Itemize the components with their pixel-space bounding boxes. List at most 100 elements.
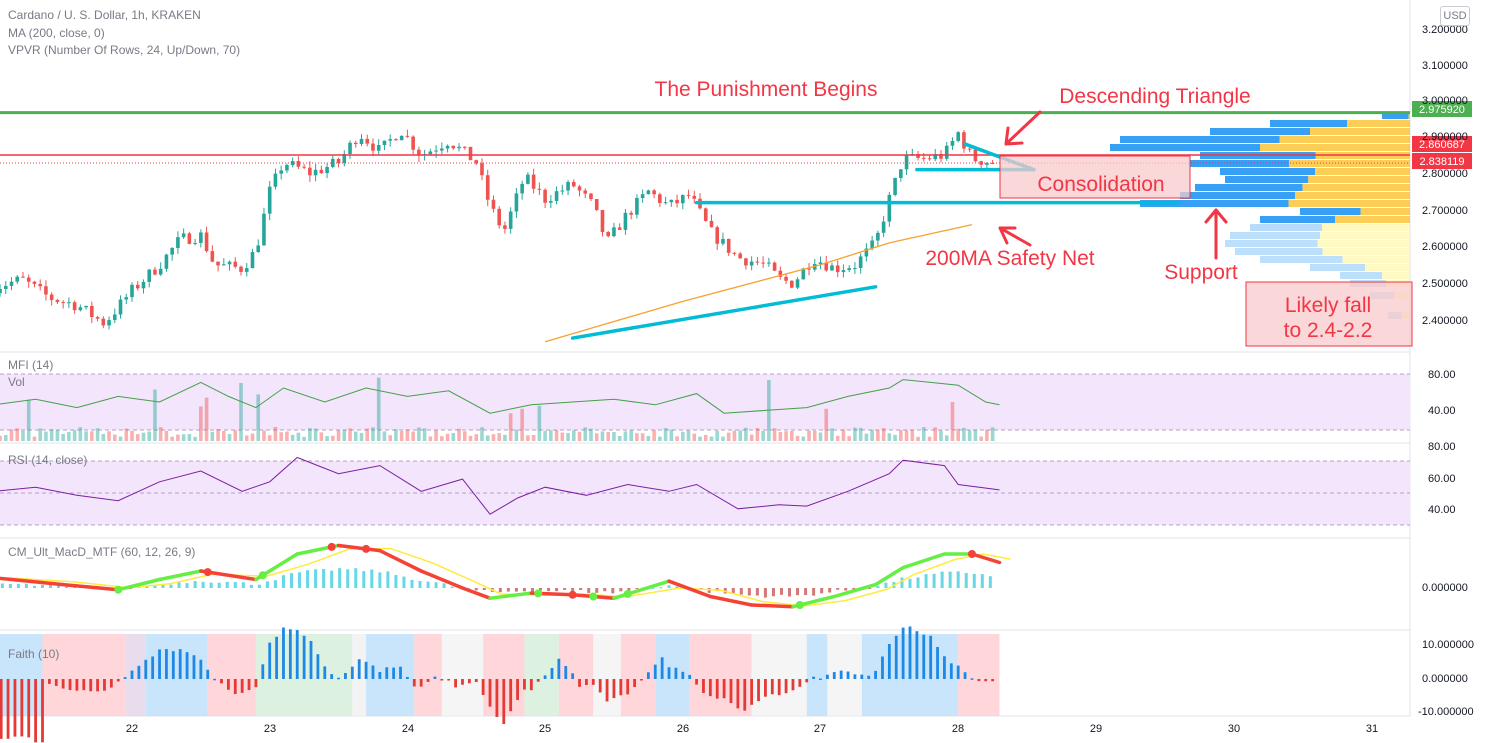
- volume-bar: [675, 436, 679, 441]
- vpvr-legend[interactable]: VPVR (Number Of Rows, 24, Up/Down, 70): [8, 43, 241, 57]
- volume-bar: [285, 431, 289, 441]
- faith-bar: [309, 640, 313, 679]
- annotation-safety-net: 200MA Safety Net: [925, 247, 1094, 270]
- volume-bar: [715, 430, 720, 441]
- time-axis[interactable]: 22 23 24 25 26 27 28 29 30 31: [126, 723, 1378, 735]
- macd-legend[interactable]: CM_Ult_MacD_MTF (60, 12, 26, 9): [8, 545, 196, 559]
- volume-bar: [61, 433, 65, 441]
- faith-legend[interactable]: Faith (10): [8, 647, 60, 661]
- volume-bar: [222, 430, 226, 441]
- macd-histogram-bar: [595, 588, 599, 593]
- candle-body: [784, 276, 788, 281]
- macd-histogram-bar: [988, 576, 992, 588]
- candle-body: [824, 262, 829, 271]
- volume-bar: [153, 389, 157, 441]
- faith-bar: [770, 679, 774, 695]
- candle-body: [394, 139, 398, 141]
- volume-bar: [451, 433, 456, 441]
- annotation-support: Support: [1164, 261, 1238, 284]
- volume-bar: [141, 432, 146, 441]
- volume-bar: [72, 430, 77, 441]
- volume-bar: [376, 377, 381, 441]
- macd-histogram-bar: [924, 574, 928, 588]
- volume-bar: [623, 431, 628, 441]
- currency-badge[interactable]: USD: [1440, 6, 1470, 26]
- svg-text:2.975920: 2.975920: [1419, 104, 1465, 116]
- macd-histogram-bar: [24, 583, 28, 588]
- indicator-pane-backgrounds: [0, 373, 1410, 716]
- candle-body: [451, 145, 456, 149]
- candle-body: [526, 174, 530, 184]
- macd-histogram-bar: [884, 582, 888, 588]
- faith-bar: [516, 679, 519, 700]
- faith-bar: [881, 656, 884, 679]
- volume-bar: [692, 433, 697, 441]
- annotation-arrows: [998, 110, 1228, 260]
- candle-body: [250, 252, 255, 269]
- macd-cross-dot: [568, 590, 577, 599]
- macd-histogram-bar: [370, 569, 374, 588]
- candle-body: [612, 227, 616, 237]
- candle-body: [594, 199, 599, 211]
- candle-body: [876, 232, 880, 241]
- volume-bar: [526, 435, 530, 441]
- volume-bar: [841, 429, 846, 441]
- faith-band: [620, 634, 656, 716]
- macd-histogram-bar: [265, 581, 269, 588]
- vol-legend[interactable]: Vol: [8, 375, 25, 389]
- candle-body: [147, 269, 152, 282]
- faith-bar: [226, 679, 230, 690]
- volume-bar: [38, 428, 42, 441]
- volume-bar: [939, 430, 943, 441]
- candle-body: [49, 294, 54, 301]
- faith-bar: [481, 679, 485, 695]
- indicator-series: [0, 377, 1011, 743]
- macd-histogram-bar: [249, 584, 253, 588]
- macd-cross-dot: [589, 592, 598, 601]
- faith-bar: [674, 667, 678, 679]
- faith-band: [558, 634, 594, 716]
- volume-bar: [921, 427, 926, 441]
- macd-cross-dot: [967, 550, 976, 558]
- macd-histogram-bar: [153, 584, 157, 588]
- rsi-legend[interactable]: RSI (14, close): [8, 453, 88, 467]
- candle-body: [755, 261, 760, 263]
- mfi-legend[interactable]: MFI (14): [8, 358, 54, 372]
- price-axis[interactable]: 3.200000 3.100000 3.000000 2.900000 2.80…: [1422, 24, 1468, 327]
- macd-line-segment: [832, 582, 878, 599]
- candle-body: [204, 232, 209, 252]
- volume-bar: [417, 427, 421, 441]
- candle-body: [244, 268, 249, 272]
- macd-histogram-bar: [514, 588, 518, 592]
- macd-line-segment: [61, 582, 120, 592]
- faith-band: [441, 634, 484, 716]
- candle-body: [399, 135, 404, 141]
- candle-body: [795, 279, 800, 288]
- macd-cross-dot: [114, 585, 123, 594]
- vpvr-row-down: [1315, 168, 1410, 175]
- faith-bar: [908, 626, 912, 679]
- volume-bar: [594, 433, 599, 441]
- candle-body: [520, 183, 524, 194]
- macd-histogram-bar: [201, 581, 205, 588]
- price-tick: 2.800000: [1422, 168, 1468, 180]
- vpvr-row-down: [1310, 128, 1410, 135]
- volume-bar: [290, 434, 295, 441]
- time-tick: 29: [1090, 723, 1102, 735]
- faith-bar: [929, 635, 933, 679]
- volume-bar: [302, 436, 306, 441]
- macd-cross-dot: [203, 568, 212, 577]
- candle-body: [686, 195, 691, 197]
- volume-bar: [790, 430, 794, 441]
- macd-histogram-bar: [940, 571, 944, 588]
- vpvr-row-up: [1260, 256, 1343, 263]
- faith-bar: [764, 679, 767, 697]
- volume-bar: [244, 435, 249, 441]
- faith-bar: [750, 679, 754, 705]
- volume-bar: [640, 433, 645, 441]
- ma-legend[interactable]: MA (200, close, 0): [8, 26, 105, 40]
- faith-bar: [426, 679, 430, 682]
- candle-body: [537, 188, 542, 190]
- vpvr-row-down: [1289, 160, 1410, 167]
